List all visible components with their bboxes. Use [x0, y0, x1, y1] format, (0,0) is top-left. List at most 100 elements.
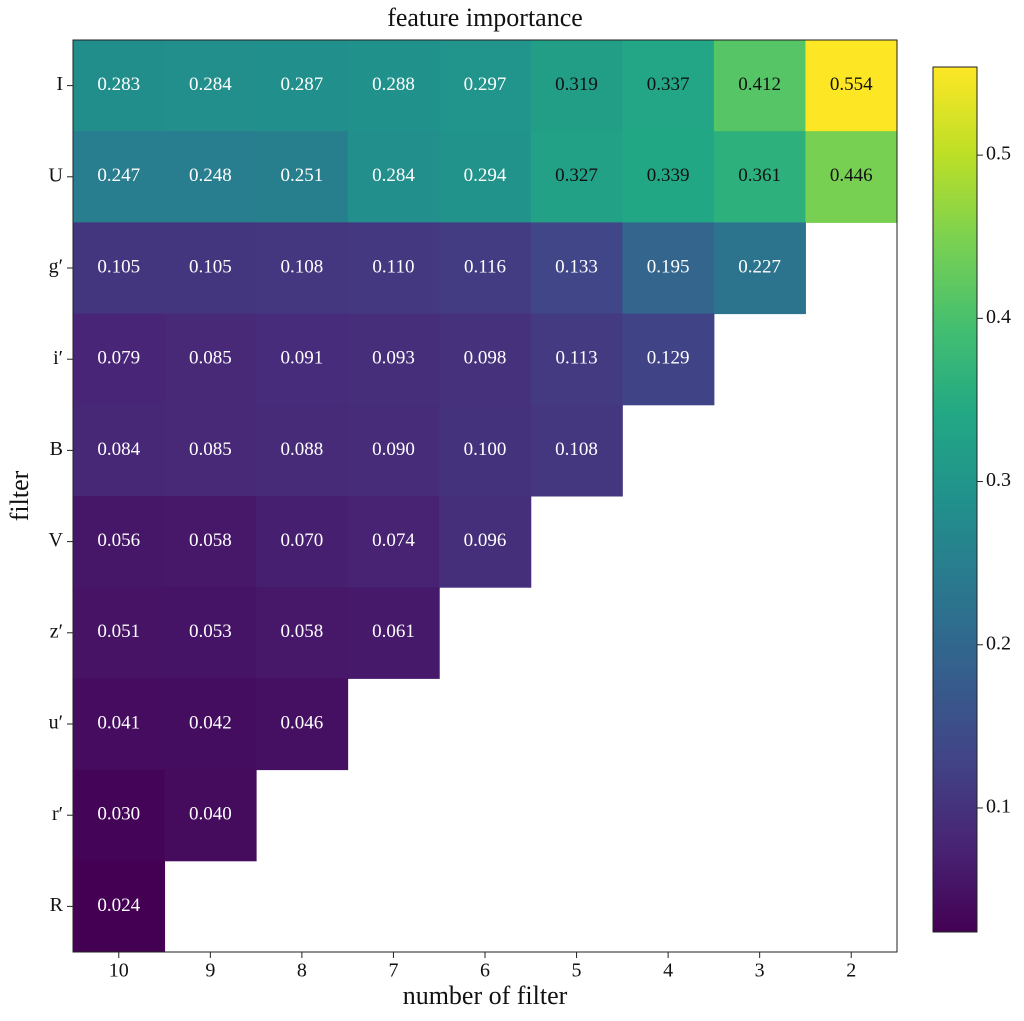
- cell-label: 0.116: [464, 256, 506, 277]
- heatmap-cell: [530, 313, 623, 406]
- cell-label: 0.024: [97, 895, 140, 916]
- x-tick-label: 5: [572, 960, 582, 982]
- y-tick-label: U: [49, 164, 64, 186]
- cell-label: 0.339: [647, 165, 690, 186]
- cell-label: 0.319: [555, 74, 598, 95]
- cell-label: 0.070: [281, 530, 324, 551]
- cell-label: 0.288: [372, 74, 415, 95]
- cell-label: 0.079: [97, 348, 140, 369]
- heatmap-cell: [622, 131, 715, 223]
- heatmap-cell: [73, 769, 166, 862]
- heatmap-cell: [164, 40, 257, 132]
- heatmap-cell: [439, 313, 532, 406]
- cell-label: 0.096: [464, 530, 507, 551]
- heatmap-cell: [73, 678, 166, 771]
- heatmap-cell: [622, 222, 715, 315]
- heatmap-cell: [713, 40, 806, 132]
- colorbar: [932, 66, 978, 933]
- x-tick-label: 10: [109, 960, 129, 982]
- heatmap-cell: [347, 40, 440, 132]
- heatmap-cell: [622, 40, 715, 132]
- cell-label: 0.030: [97, 804, 140, 825]
- cell-label: 0.090: [372, 439, 415, 460]
- heatmap-cell: [73, 222, 166, 315]
- heatmap-cell: [530, 404, 623, 497]
- heatmap-cell: [805, 40, 898, 132]
- heatmap-cell: [439, 40, 532, 132]
- heatmap-cell: [256, 40, 349, 132]
- cell-label: 0.227: [738, 256, 781, 277]
- cell-label: 0.088: [281, 439, 324, 460]
- cell-label: 0.297: [464, 74, 507, 95]
- cell-label: 0.195: [647, 256, 690, 277]
- x-tick-label: 9: [205, 960, 215, 982]
- y-tick-label: u′: [49, 712, 63, 734]
- cell-label: 0.061: [372, 621, 415, 642]
- chart-title: feature importance: [387, 3, 583, 32]
- x-tick-label: 7: [388, 960, 398, 982]
- x-tick-label: 8: [297, 960, 307, 982]
- heatmap-cell: [256, 678, 349, 771]
- heatmap-cell: [73, 40, 166, 132]
- y-axis-label: filter: [5, 470, 34, 521]
- cell-label: 0.247: [97, 165, 140, 186]
- heatmap-cell: [439, 222, 532, 315]
- colorbar-tick-label: 0.5: [986, 143, 1011, 165]
- cell-label: 0.327: [555, 165, 598, 186]
- cell-label: 0.058: [281, 621, 324, 642]
- heatmap-cell: [73, 404, 166, 497]
- cell-label: 0.283: [97, 74, 140, 95]
- heatmap-cell: [73, 496, 166, 588]
- heatmap-cell: [622, 313, 715, 406]
- cell-label: 0.284: [372, 165, 415, 186]
- heatmap-cell: [73, 131, 166, 223]
- heatmap-cell: [164, 131, 257, 223]
- heatmap-cell: [347, 313, 440, 406]
- heatmap-cell: [256, 496, 349, 588]
- heatmap-cell: [256, 313, 349, 406]
- heatmap-cell: [530, 222, 623, 315]
- y-tick-label: r′: [52, 803, 63, 825]
- heatmap-cell: [713, 131, 806, 223]
- cell-label: 0.284: [189, 74, 232, 95]
- cell-label: 0.446: [830, 165, 873, 186]
- cell-label: 0.053: [189, 621, 232, 642]
- cell-label: 0.287: [281, 74, 324, 95]
- cell-label: 0.046: [281, 712, 324, 733]
- colorbar-tick-label: 0.4: [986, 306, 1011, 328]
- heatmap-cell: [439, 131, 532, 223]
- heatmap-cell: [164, 769, 257, 862]
- cell-label: 0.105: [97, 256, 140, 277]
- heatmap-cell: [347, 496, 440, 588]
- x-tick-label: 4: [663, 960, 673, 982]
- x-tick-label: 2: [846, 960, 856, 982]
- cell-label: 0.085: [189, 439, 232, 460]
- heatmap-cell: [439, 404, 532, 497]
- heatmap-cell: [256, 131, 349, 223]
- colorbar-tick-label: 0.2: [986, 632, 1011, 654]
- heatmap-cell: [347, 131, 440, 223]
- cell-label: 0.361: [738, 165, 781, 186]
- heatmap-cell: [164, 678, 257, 771]
- cell-label: 0.085: [189, 348, 232, 369]
- cell-label: 0.091: [281, 348, 324, 369]
- heatmap-cell: [347, 222, 440, 315]
- heatmap-cell: [73, 313, 166, 406]
- y-tick-label: B: [50, 438, 63, 460]
- x-tick-label: 6: [480, 960, 490, 982]
- colorbar-tick-label: 0.1: [986, 796, 1011, 818]
- heatmap-cell: [164, 587, 257, 679]
- cell-label: 0.058: [189, 530, 232, 551]
- heatmap-cell: [439, 496, 532, 588]
- heatmap-cell: [530, 40, 623, 132]
- cell-label: 0.248: [189, 165, 232, 186]
- cell-label: 0.113: [556, 348, 598, 369]
- cell-label: 0.108: [555, 439, 598, 460]
- heatmap-cell: [164, 222, 257, 315]
- cell-label: 0.084: [97, 439, 140, 460]
- cell-label: 0.133: [555, 256, 598, 277]
- cell-label: 0.093: [372, 348, 415, 369]
- heatmap-cell: [73, 587, 166, 679]
- heatmap-cell: [164, 313, 257, 406]
